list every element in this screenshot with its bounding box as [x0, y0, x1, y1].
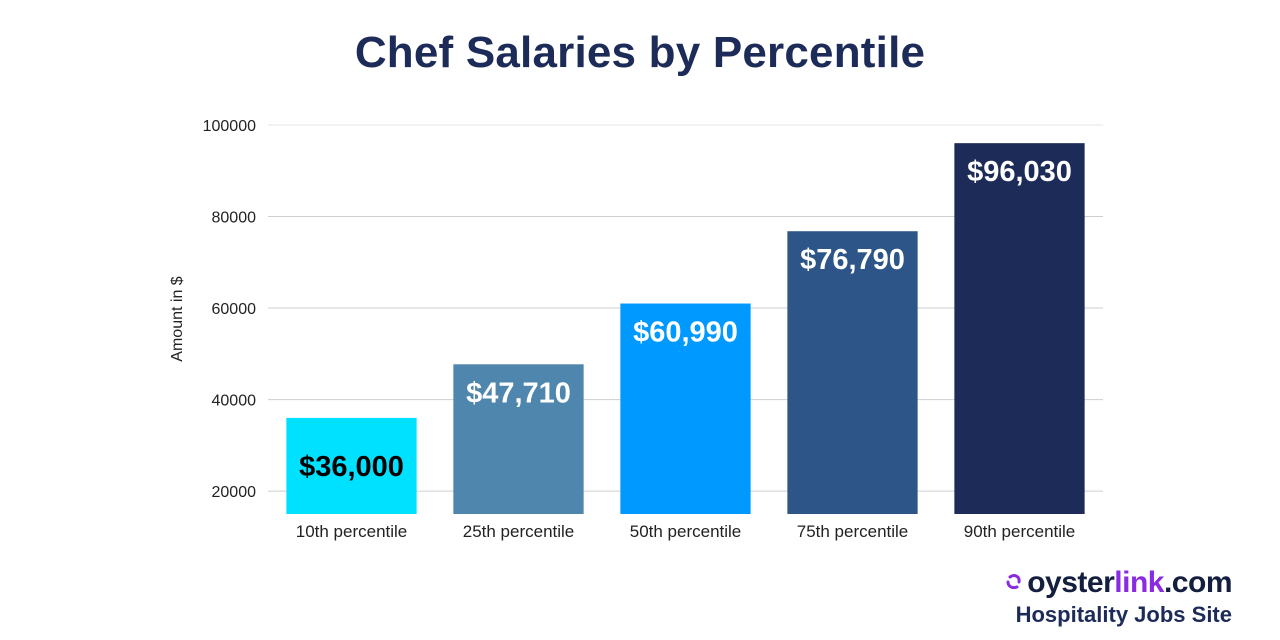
brand-logo: oysterlink.com Hospitality Jobs Site [972, 566, 1233, 628]
x-category-label: 25th percentile [463, 522, 575, 541]
bar-data-labels: $36,000 $47,710 $60,990 $76,790 $96,030 [299, 156, 1072, 483]
x-category-label: 10th percentile [296, 522, 408, 541]
y-axis-title: Amount in $ [169, 276, 186, 361]
bar [954, 143, 1085, 515]
bars [286, 143, 1085, 515]
y-tick-label: 100000 [203, 118, 256, 135]
brand-tagline: Hospitality Jobs Site [1015, 602, 1232, 627]
bar-data-label: $36,000 [299, 451, 404, 483]
bar-data-label: $47,710 [466, 377, 571, 409]
bar [286, 417, 417, 514]
x-category-label: 75th percentile [797, 522, 909, 541]
bar-data-label: $60,990 [633, 317, 738, 349]
y-tick-label: 60000 [212, 301, 257, 318]
x-category-label: 90th percentile [964, 522, 1076, 541]
y-tick-label: 20000 [212, 484, 257, 501]
bar [787, 231, 918, 514]
chart-title: Chef Salaries by Percentile [354, 28, 926, 77]
bar [620, 303, 751, 514]
bar [453, 364, 584, 514]
y-tick-label: 80000 [212, 210, 257, 227]
brand-name-part-a: oyster [1027, 566, 1115, 599]
brand-name: oysterlink.com [1027, 566, 1232, 600]
y-axis-ticks: 20000 40000 60000 80000 100000 [203, 118, 256, 501]
brand-name-part-c: .com [1163, 566, 1233, 599]
oysterlink-logo-icon [1006, 574, 1021, 590]
x-axis-category-labels: 10th percentile 25th percentile 50th perce… [296, 522, 1076, 541]
y-tick-label: 40000 [212, 393, 257, 410]
brand-name-part-b: link [1114, 566, 1164, 599]
x-category-label: 50th percentile [630, 522, 742, 541]
bar-data-label: $96,030 [967, 156, 1072, 188]
bar-data-label: $76,790 [800, 244, 905, 276]
